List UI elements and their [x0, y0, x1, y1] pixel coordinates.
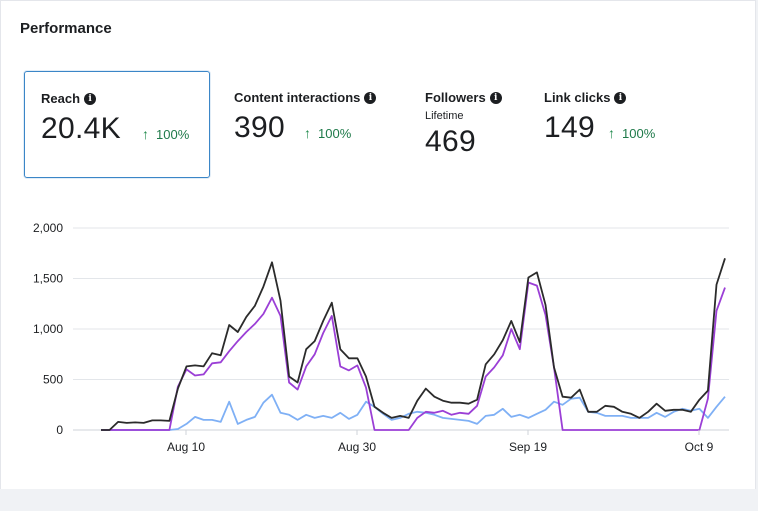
y-tick-label: 1,500: [33, 272, 63, 286]
x-tick-label: Aug 30: [338, 440, 376, 454]
series-line-2[interactable]: [101, 393, 726, 431]
info-icon[interactable]: i: [364, 91, 377, 104]
series-line-1[interactable]: [101, 281, 726, 431]
metric-value-reach: 20.4K: [41, 112, 121, 145]
metric-value-content-interactions: 390: [234, 111, 285, 144]
metric-label-text: Reach: [41, 91, 81, 106]
arrow-up-icon: ↑: [142, 126, 149, 142]
metric-value-followers: 469: [425, 125, 476, 158]
metric-label-text: Content interactions: [234, 90, 361, 105]
metric-delta-reach: ↑ 100%: [142, 126, 189, 142]
metric-label-text: Link clicks: [544, 90, 611, 105]
metric-sub-lifetime: Lifetime: [425, 110, 464, 122]
metric-value-link-clicks: 149: [544, 111, 595, 144]
metric-label-content-interactions: Content interactions i: [234, 90, 377, 105]
performance-line-chart[interactable]: 2,000 1,500 1,000 500 0 Aug 10 Aug 30 Sep 19 Oct…: [1, 201, 757, 511]
delta-value: 100%: [622, 125, 656, 141]
delta-value: 100%: [156, 126, 190, 142]
y-tick-label: 500: [43, 373, 63, 387]
metric-label-text: Followers: [425, 90, 486, 105]
x-tick-label: Aug 10: [167, 440, 205, 454]
info-icon[interactable]: i: [489, 91, 502, 104]
metric-delta-content-interactions: ↑ 100%: [304, 125, 351, 141]
performance-card: Performance Reach i 20.4K ↑ 100% Content…: [0, 0, 756, 489]
metric-label-followers: Followers i: [425, 90, 502, 105]
delta-value: 100%: [318, 125, 352, 141]
arrow-up-icon: ↑: [608, 125, 615, 141]
metric-delta-link-clicks: ↑ 100%: [608, 125, 655, 141]
x-tick-label: Sep 19: [509, 440, 547, 454]
section-title: Performance: [20, 20, 112, 37]
metric-label-link-clicks: Link clicks i: [544, 90, 627, 105]
metric-card-followers[interactable]: Followers i Lifetime 469: [409, 71, 521, 178]
y-tick-label: 0: [56, 423, 63, 437]
series-line-0[interactable]: [101, 258, 726, 431]
metric-card-link-clicks[interactable]: Link clicks i 149 ↑ 100%: [528, 71, 688, 178]
info-icon[interactable]: i: [614, 91, 627, 104]
y-tick-label: 2,000: [33, 221, 63, 235]
metric-card-content-interactions[interactable]: Content interactions i 390 ↑ 100%: [218, 71, 398, 178]
metric-card-reach[interactable]: Reach i 20.4K ↑ 100%: [24, 71, 210, 178]
metric-label-reach: Reach i: [41, 91, 97, 106]
x-tick-label: Oct 9: [685, 440, 714, 454]
y-tick-label: 1,000: [33, 322, 63, 336]
info-icon[interactable]: i: [84, 92, 97, 105]
arrow-up-icon: ↑: [304, 125, 311, 141]
